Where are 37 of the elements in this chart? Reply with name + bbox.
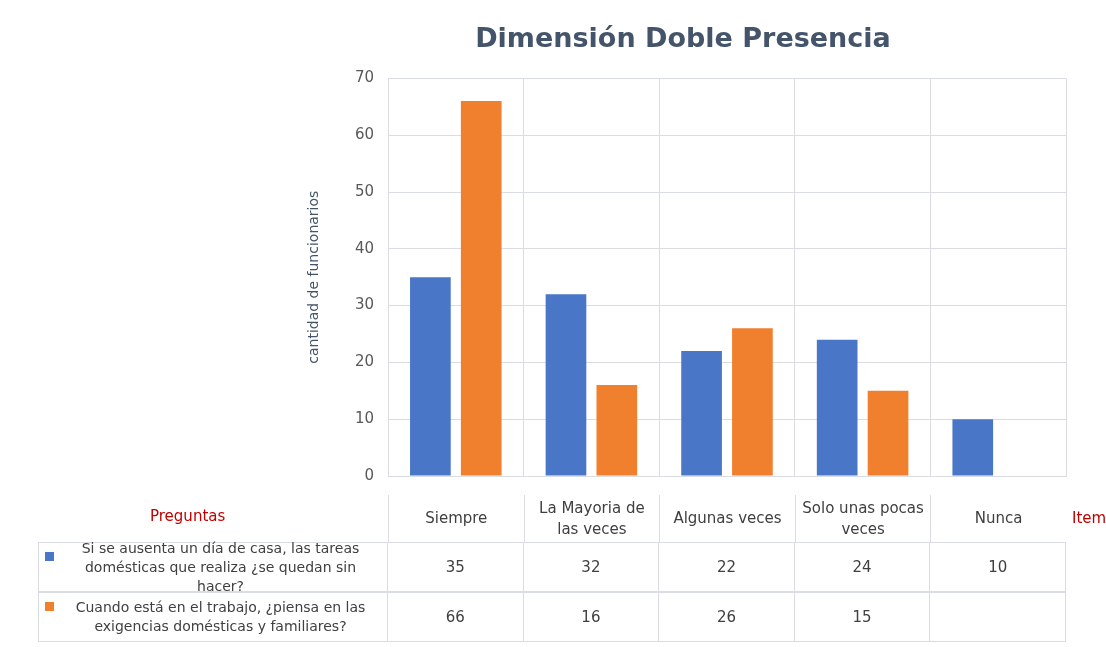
bar bbox=[867, 390, 909, 476]
legend-label: Si se ausenta un día de casa, las tareas domésticas que realiza ¿se quedan sin hacer? bbox=[80, 538, 361, 596]
chart-title: Dimensión Doble Presencia bbox=[475, 22, 891, 54]
bar bbox=[410, 277, 451, 476]
y-tick-label: 70 bbox=[354, 68, 374, 87]
bar bbox=[732, 328, 773, 476]
data-label: 22 bbox=[659, 542, 795, 592]
bar bbox=[816, 339, 858, 476]
x-tick-label: La Mayoria de las veces bbox=[523, 495, 660, 542]
bar bbox=[545, 294, 587, 476]
y-tick-label: 20 bbox=[354, 352, 374, 371]
y-axis-title: cantidad de funcionarios bbox=[305, 190, 322, 364]
y-tick-label: 40 bbox=[354, 238, 374, 257]
data-label: 32 bbox=[523, 542, 660, 592]
bar bbox=[596, 385, 638, 476]
text: Item bbox=[1072, 509, 1106, 527]
data-label: 16 bbox=[523, 592, 660, 642]
x-tick-label: Algunas veces bbox=[659, 495, 795, 542]
y-tick-label: 10 bbox=[354, 409, 374, 428]
data-label: 10 bbox=[930, 542, 1066, 592]
text: Preguntas bbox=[150, 507, 226, 525]
legend-label: Cuando está en el trabajo, ¿piensa en las exigencias domésticas y familiares? bbox=[74, 598, 367, 636]
data-label: 24 bbox=[794, 542, 931, 592]
y-tick-label: 30 bbox=[354, 295, 374, 314]
x-tick-label: Solo unas pocas veces bbox=[794, 495, 931, 542]
y-tick-label: 0 bbox=[364, 465, 374, 484]
bar bbox=[460, 101, 502, 476]
x-tick-label: Nunca bbox=[930, 495, 1066, 542]
data-label: 35 bbox=[388, 542, 524, 592]
y-tick-label: 60 bbox=[354, 125, 374, 144]
bar bbox=[952, 419, 994, 476]
bar bbox=[681, 351, 722, 476]
data-label: 26 bbox=[659, 592, 795, 642]
data-label: 66 bbox=[388, 592, 524, 642]
y-tick-label: 50 bbox=[354, 181, 374, 200]
x-tick-label: Siempre bbox=[388, 495, 524, 542]
data-label: 15 bbox=[794, 592, 931, 642]
